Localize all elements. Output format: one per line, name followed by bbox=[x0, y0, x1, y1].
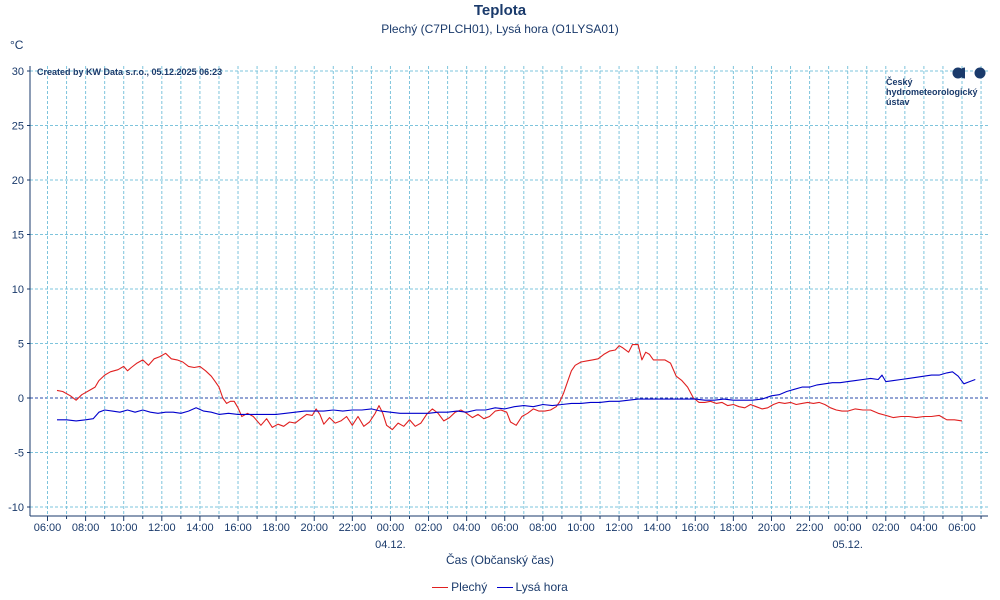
y-tick-label: 20 bbox=[12, 175, 24, 187]
x-tick-label: 22:00 bbox=[796, 522, 824, 534]
legend-label-lysa-hora: Lysá hora bbox=[515, 580, 568, 594]
y-axis-unit: °C bbox=[10, 38, 24, 52]
legend-item-plechy: Plechý bbox=[432, 580, 490, 594]
x-tick-label: 12:00 bbox=[148, 522, 176, 534]
x-tick-label: 14:00 bbox=[186, 522, 214, 534]
x-tick-label: 22:00 bbox=[339, 522, 367, 534]
y-tick-label: -5 bbox=[14, 448, 24, 460]
axis-tick-labels: -10 -5 0 5 10 15 20 25 30 06:00 08:00 10:00 12:00 14:… bbox=[8, 66, 976, 551]
legend-swatch-plechy bbox=[432, 587, 449, 589]
x-tick-label: 06:00 bbox=[948, 522, 976, 534]
y-tick-label: -10 bbox=[8, 502, 24, 514]
x-date-label: 05.12. bbox=[832, 539, 863, 551]
y-tick-label: 30 bbox=[12, 66, 24, 78]
x-tick-label: 20:00 bbox=[300, 522, 328, 534]
legend: Plechý Lysá hora bbox=[0, 580, 1000, 594]
series-line-plechy bbox=[56, 344, 963, 431]
x-date-label: 04.12. bbox=[375, 539, 406, 551]
x-tick-label: 18:00 bbox=[262, 522, 290, 534]
x-tick-label: 14:00 bbox=[643, 522, 671, 534]
legend-swatch-lysa-hora bbox=[496, 587, 513, 589]
y-tick-label: 5 bbox=[18, 339, 24, 351]
y-tick-label: 0 bbox=[18, 393, 24, 405]
grid-lines bbox=[30, 66, 988, 516]
x-tick-label: 10:00 bbox=[567, 522, 595, 534]
x-tick-label: 18:00 bbox=[720, 522, 748, 534]
series-line-lysa-hora bbox=[57, 371, 976, 422]
y-tick-label: 25 bbox=[12, 121, 24, 133]
x-tick-label: 04:00 bbox=[910, 522, 938, 534]
x-axis-title: Čas (Občanský čas) bbox=[445, 553, 555, 567]
chart-title: Teplota bbox=[473, 2, 527, 19]
x-tick-label: 08:00 bbox=[72, 522, 100, 534]
legend-item-lysa-hora: Lysá hora bbox=[496, 580, 568, 594]
x-tick-label: 06:00 bbox=[34, 522, 62, 534]
chmi-logo-icon bbox=[952, 67, 986, 79]
x-tick-label: 02:00 bbox=[872, 522, 900, 534]
y-tick-label: 10 bbox=[12, 284, 24, 296]
x-tick-label: 10:00 bbox=[110, 522, 138, 534]
x-tick-label: 20:00 bbox=[758, 522, 786, 534]
x-tick-label: 12:00 bbox=[605, 522, 633, 534]
x-tick-label: 04:00 bbox=[453, 522, 481, 534]
x-tick-label: 00:00 bbox=[377, 522, 405, 534]
y-tick-label: 15 bbox=[12, 230, 24, 242]
x-tick-label: 08:00 bbox=[529, 522, 557, 534]
legend-label-plechy: Plechý bbox=[451, 580, 488, 594]
x-tick-label: 16:00 bbox=[682, 522, 710, 534]
axes bbox=[27, 66, 988, 521]
credit-text: Created by KW Data s.r.o., 05.12.2025 06… bbox=[37, 67, 223, 77]
x-tick-label: 16:00 bbox=[224, 522, 252, 534]
x-tick-label: 06:00 bbox=[491, 522, 519, 534]
data-series bbox=[56, 344, 976, 431]
x-tick-label: 00:00 bbox=[834, 522, 862, 534]
x-tick-label: 02:00 bbox=[415, 522, 443, 534]
chmi-logo-text: Český hydrometeorologický ústav bbox=[886, 77, 978, 107]
chart-subtitle: Plechý (C7PLCH01), Lysá hora (O1LYSA01) bbox=[381, 22, 619, 36]
